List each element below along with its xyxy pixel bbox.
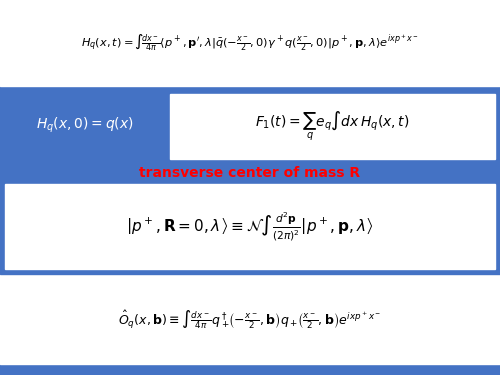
Bar — [0, 274, 500, 364]
Text: $\hat{O}_q(x,\mathbf{b})\equiv\int\frac{dx^-}{4\pi}q^\dagger_+\!\left(-\frac{x^-: $\hat{O}_q(x,\mathbf{b})\equiv\int\frac{… — [118, 308, 382, 331]
Text: $\left|p^+,\mathbf{R}=0,\lambda\right\rangle \equiv \mathcal{N}\int\frac{d^2\mat: $\left|p^+,\mathbf{R}=0,\lambda\right\ra… — [126, 210, 374, 243]
Bar — [0, 86, 500, 165]
Text: $H_q(x,0)=q(x)$: $H_q(x,0)=q(x)$ — [36, 116, 134, 135]
Text: transverse center of mass R: transverse center of mass R — [140, 166, 360, 180]
Bar — [5, 184, 495, 269]
Bar — [0, 0, 500, 86]
Text: $H_q(x,t)=\int\!\frac{dx^-}{4\pi}\langle p^+,\mathbf{p}^\prime,\lambda|\bar{q}(-: $H_q(x,t)=\int\!\frac{dx^-}{4\pi}\langle… — [81, 33, 419, 53]
Bar — [0, 165, 500, 274]
Text: $F_1(t)=\sum_q e_q\int dx\,H_q(x,t)$: $F_1(t)=\sum_q e_q\int dx\,H_q(x,t)$ — [256, 110, 410, 143]
Bar — [170, 94, 495, 159]
Bar — [0, 364, 500, 375]
